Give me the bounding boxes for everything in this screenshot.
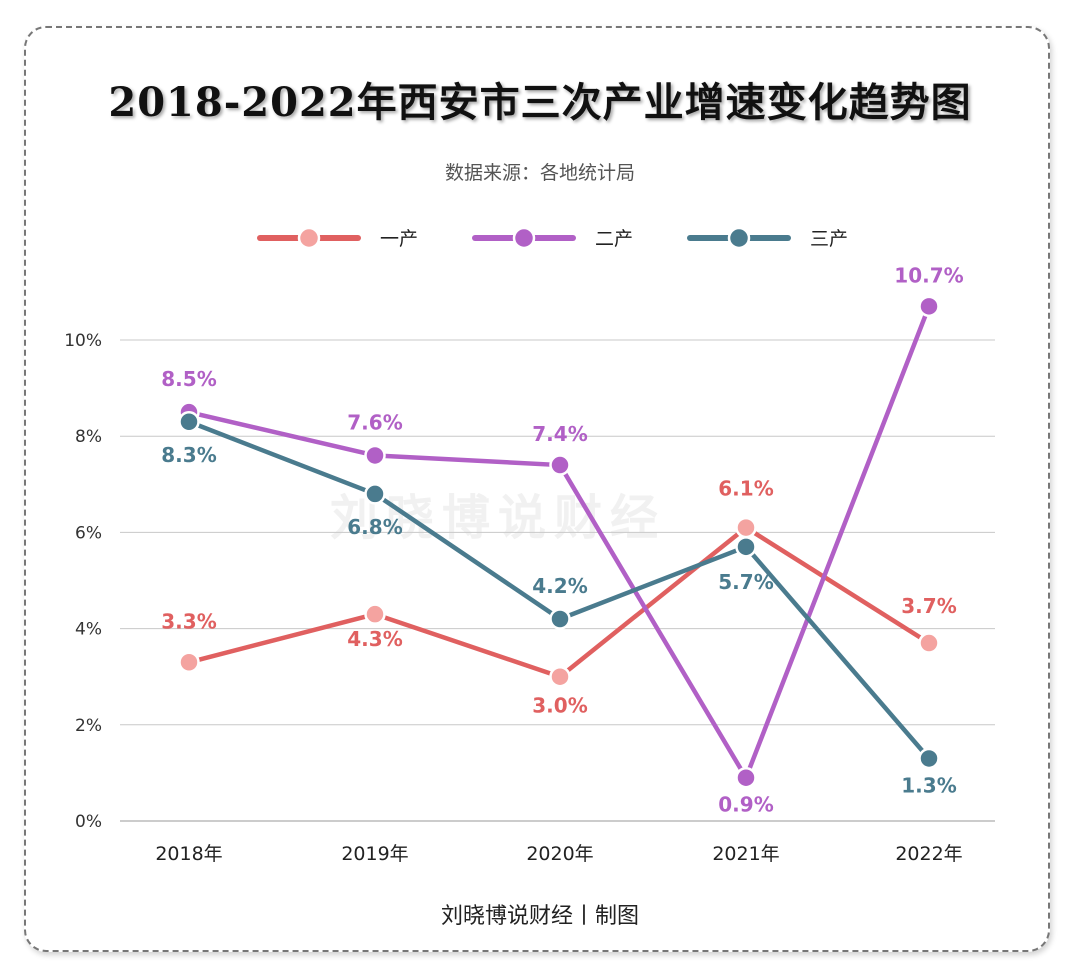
x-tick-label: 2020年 <box>526 843 593 865</box>
y-tick-label: 6% <box>75 523 102 543</box>
data-label: 6.1% <box>718 477 773 501</box>
x-tick-label: 2018年 <box>155 843 222 865</box>
y-tick-label: 4% <box>75 620 102 640</box>
legend-label: 一产 <box>380 228 418 250</box>
legend-label: 二产 <box>595 228 633 250</box>
chart-footer: 刘晓博说财经丨制图 <box>440 904 639 929</box>
x-axis: 2018年 2019年 2020年 2021年 2022年 <box>155 843 962 865</box>
data-point <box>549 608 571 630</box>
data-label: 0.9% <box>718 793 773 817</box>
y-tick-label: 0% <box>75 812 102 832</box>
data-label: 8.5% <box>161 367 216 391</box>
legend-marker <box>297 226 321 250</box>
gridlines <box>120 339 995 822</box>
data-label: 4.2% <box>532 574 587 598</box>
data-label: 3.0% <box>532 694 587 718</box>
y-tick-label: 2% <box>75 716 102 736</box>
y-tick-label: 10% <box>64 331 102 351</box>
data-label: 1.3% <box>901 773 956 797</box>
data-label: 7.6% <box>347 410 402 434</box>
chart-frame <box>24 26 1050 952</box>
data-label: 10.7% <box>894 263 963 287</box>
legend-marker <box>512 226 536 250</box>
data-label: 5.7% <box>718 570 773 594</box>
data-point <box>364 483 386 505</box>
chart-subtitle: 数据来源：各地统计局 <box>444 162 635 184</box>
data-label: 3.3% <box>161 609 216 633</box>
data-point <box>549 454 571 476</box>
data-point <box>178 651 200 674</box>
data-point <box>178 411 200 433</box>
data-point <box>735 766 757 789</box>
y-axis: 0% 2% 4% 6% 8% 10% <box>64 331 102 832</box>
data-point <box>364 444 386 467</box>
data-point <box>549 665 571 688</box>
legend: 一产 二产 三产 <box>257 226 848 250</box>
data-point <box>918 632 940 654</box>
data-label: 8.3% <box>161 443 216 467</box>
legend-marker <box>727 226 751 250</box>
legend-label: 三产 <box>810 228 848 250</box>
chart-title: 2018-2022年西安市三次产业增速变化趋势图 <box>108 79 972 126</box>
data-label: 7.4% <box>532 422 587 446</box>
x-tick-label: 2021年 <box>712 843 779 865</box>
y-tick-label: 8% <box>75 427 102 447</box>
x-tick-label: 2019年 <box>341 843 408 865</box>
data-label: 3.7% <box>901 594 956 618</box>
data-labels: 3.3% 4.3% 3.0% 6.1% 3.7% 8.5% 7.6% 7.4% 0.9% 10.7… <box>161 263 963 816</box>
data-label: 6.8% <box>347 515 402 539</box>
series-line-1 <box>186 525 932 679</box>
data-point <box>918 295 940 318</box>
data-label: 4.3% <box>347 627 402 651</box>
data-point <box>364 603 386 625</box>
series-points <box>178 295 940 789</box>
data-point <box>918 747 940 770</box>
data-point <box>735 516 757 539</box>
x-tick-label: 2022年 <box>895 843 962 865</box>
data-point <box>735 536 757 558</box>
